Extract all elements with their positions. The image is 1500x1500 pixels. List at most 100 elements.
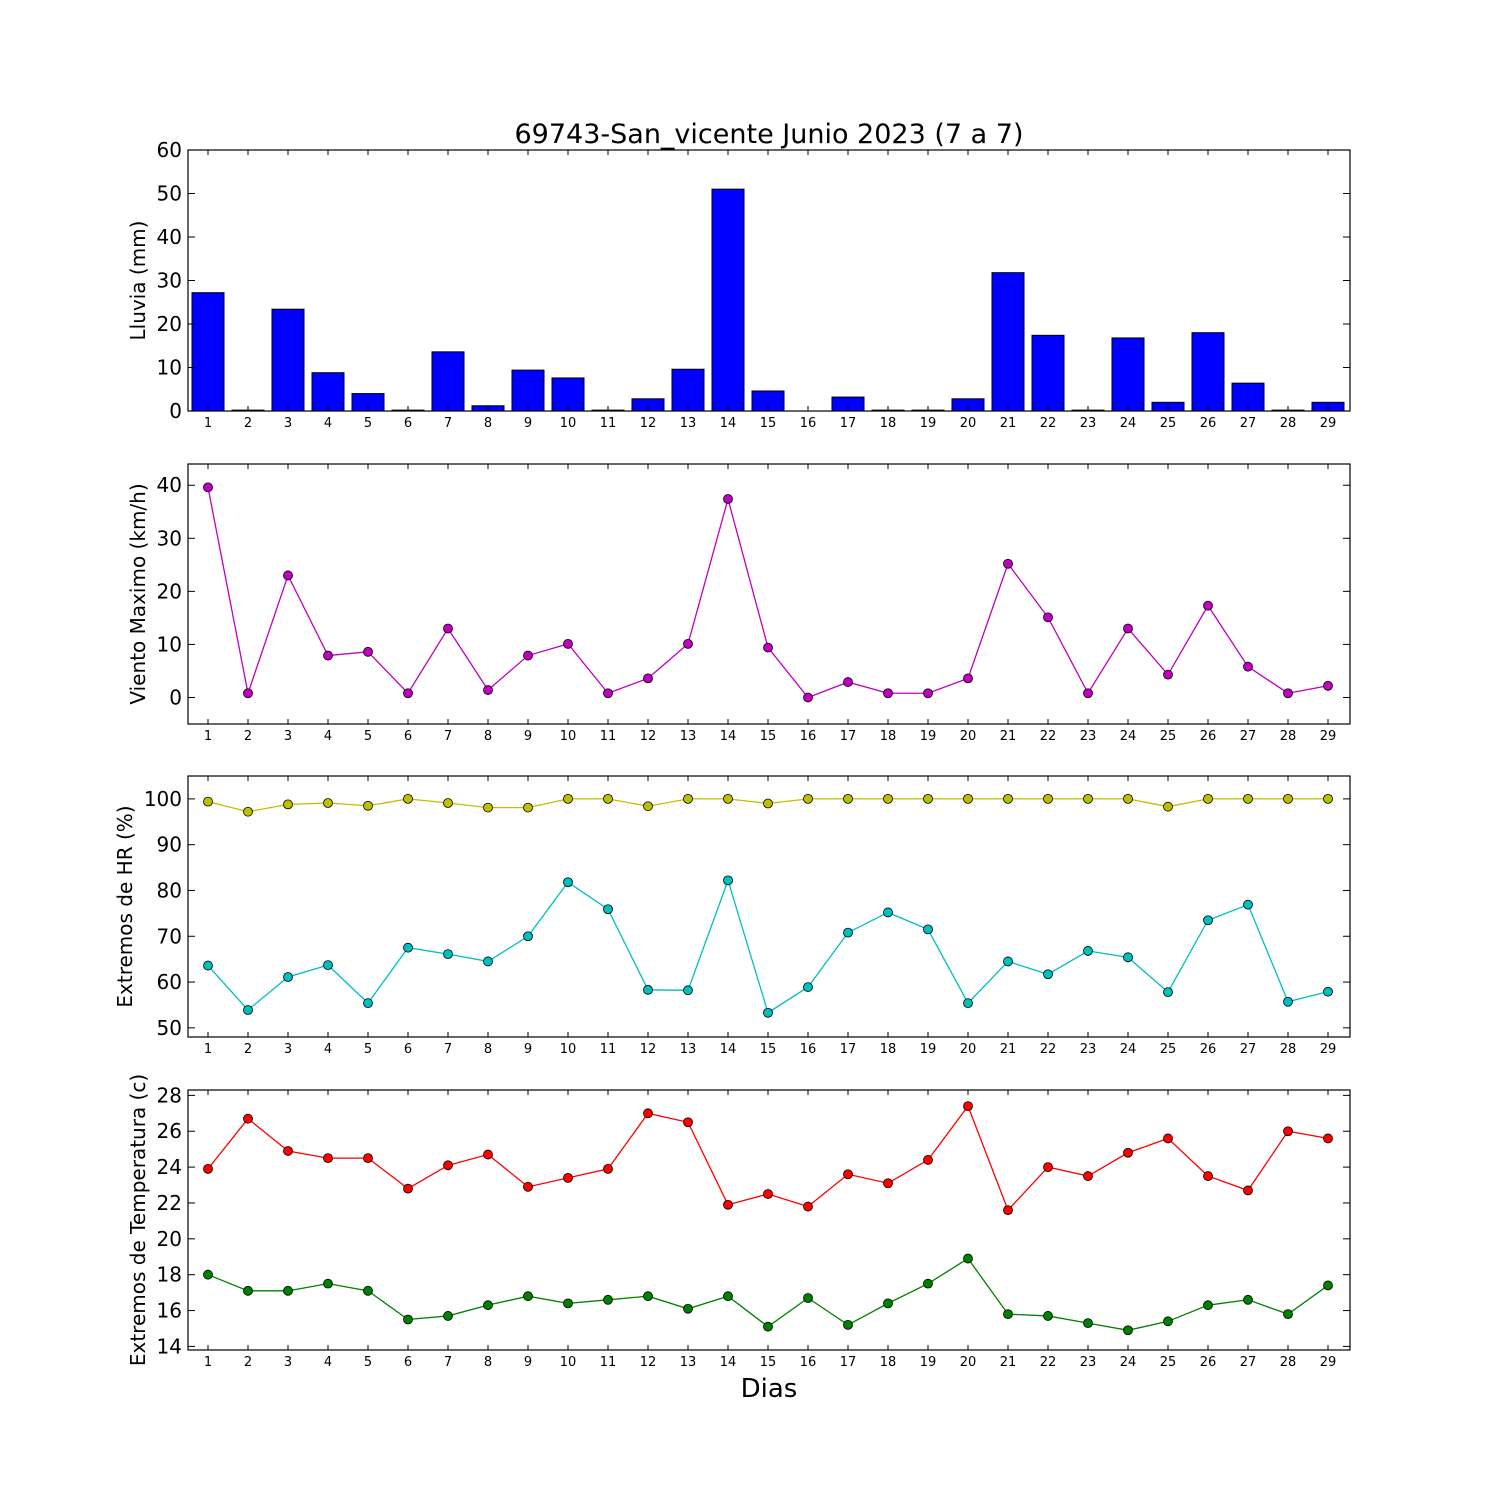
plot-frame (187, 463, 1351, 725)
x-tick-label: 8 (484, 1355, 492, 1370)
x-tick-label: 14 (720, 1042, 737, 1057)
series-2-point-day-19 (923, 1278, 933, 1289)
series-2-point-day-24 (1123, 1325, 1133, 1336)
series-1-point-day-18 (883, 793, 893, 804)
x-tick-label: 18 (880, 729, 897, 744)
x-tick-label: 28 (1280, 416, 1297, 431)
x-tick-label: 14 (720, 1355, 737, 1370)
x-tick-label: 7 (444, 416, 452, 431)
series-1-point-day-15 (763, 798, 773, 809)
series-1-point-day-20 (963, 1101, 973, 1112)
series-1-point-day-11 (603, 793, 613, 804)
y-tick-label: 70 (157, 924, 182, 948)
x-tick-label: 3 (284, 1355, 292, 1370)
series-1-point-day-7 (443, 1160, 453, 1171)
series-2-point-day-10 (563, 877, 573, 888)
series-2-point-day-6 (403, 1314, 413, 1325)
y-axis-label: Extremos de Temperatura (c) (126, 1074, 150, 1366)
series-2-point-day-3 (283, 1285, 293, 1296)
series-1-point-day-7 (443, 623, 453, 634)
x-tick-label: 2 (244, 1042, 252, 1057)
x-tick-label: 13 (680, 1042, 697, 1057)
x-tick-label: 26 (1200, 729, 1217, 744)
x-tick-label: 3 (284, 729, 292, 744)
y-tick-label: 90 (157, 833, 182, 857)
series-2-point-day-12 (643, 984, 653, 995)
series-2-point-day-14 (723, 875, 733, 886)
series-2-point-day-16 (803, 1293, 813, 1303)
x-tick-label: 19 (920, 1355, 937, 1370)
y-tick-label: 24 (157, 1155, 182, 1179)
x-tick-label: 25 (1160, 729, 1177, 744)
x-tick-label: 4 (324, 1042, 332, 1057)
series-1-point-day-28 (1283, 1126, 1293, 1137)
x-tick-label: 10 (560, 1042, 577, 1057)
series-1-point-day-3 (283, 570, 293, 581)
y-tick-label: 40 (157, 473, 182, 497)
series-1-point-day-27 (1243, 793, 1253, 804)
x-tick-label: 16 (800, 1355, 817, 1370)
series-1-point-day-10 (563, 793, 573, 804)
series-2-point-day-13 (683, 1303, 693, 1314)
x-tick-label: 6 (404, 1355, 412, 1370)
series-1-point-day-14 (723, 793, 733, 804)
series-2-point-day-2 (243, 1005, 253, 1015)
x-tick-label: 18 (880, 416, 897, 431)
bar-day-21 (991, 272, 1025, 412)
plot-frame (187, 775, 1351, 1038)
x-tick-label: 3 (284, 416, 292, 431)
series-1-point-day-9 (523, 1181, 533, 1192)
x-tick-label: 29 (1320, 416, 1337, 431)
series-1-point-day-21 (1003, 1205, 1013, 1216)
series-1-point-day-19 (923, 688, 933, 699)
x-tick-label: 7 (444, 1042, 452, 1057)
x-tick-label: 22 (1040, 1355, 1057, 1370)
x-tick-label: 14 (720, 416, 737, 431)
x-tick-label: 10 (560, 729, 577, 744)
x-tick-label: 13 (680, 1355, 697, 1370)
y-tick-label: 22 (157, 1191, 182, 1215)
x-tick-label: 7 (444, 1355, 452, 1370)
x-tick-label: 23 (1080, 729, 1097, 744)
series-1-point-day-4 (323, 798, 333, 808)
series-2-point-day-9 (523, 1291, 533, 1302)
series-1-point-day-22 (1043, 612, 1053, 623)
series-1-point-day-21 (1003, 558, 1013, 569)
series-2-point-day-16 (803, 982, 813, 992)
x-tick-label: 15 (760, 1355, 777, 1370)
series-2-point-day-19 (923, 924, 933, 935)
series-2-point-day-27 (1243, 899, 1253, 910)
x-tick-label: 28 (1280, 1042, 1297, 1057)
x-tick-label: 14 (720, 729, 737, 744)
x-tick-label: 21 (1000, 729, 1017, 744)
series-2-point-day-1 (203, 1269, 213, 1280)
series-1-point-day-15 (763, 1189, 773, 1199)
series-1-point-day-14 (723, 494, 733, 504)
x-tick-label: 8 (484, 729, 492, 744)
series-1-point-day-11 (603, 1163, 613, 1174)
x-tick-label: 19 (920, 729, 937, 744)
x-tick-label: 18 (880, 1042, 897, 1057)
x-tick-label: 20 (960, 1355, 977, 1370)
x-tick-label: 11 (600, 416, 617, 431)
x-tick-label: 27 (1240, 416, 1257, 431)
bar-day-1 (191, 292, 225, 412)
x-tick-label: 15 (760, 1042, 777, 1057)
series-1-point-day-16 (803, 793, 813, 804)
x-tick-label: 12 (640, 1042, 657, 1057)
series-2-point-day-9 (523, 931, 533, 942)
x-tick-label: 4 (324, 1355, 332, 1370)
x-tick-label: 2 (244, 729, 252, 744)
series-2-point-day-21 (1003, 956, 1013, 967)
series-2-point-day-27 (1243, 1294, 1253, 1305)
series-1-point-day-20 (963, 793, 973, 804)
series-1-point-day-2 (243, 806, 253, 817)
series-2-point-day-3 (283, 972, 293, 982)
series-1-point-day-9 (523, 650, 533, 661)
series-1-point-day-11 (603, 688, 613, 699)
series-1-point-day-17 (843, 1169, 853, 1180)
x-tick-label: 13 (680, 729, 697, 744)
series-1-point-day-14 (723, 1199, 733, 1210)
